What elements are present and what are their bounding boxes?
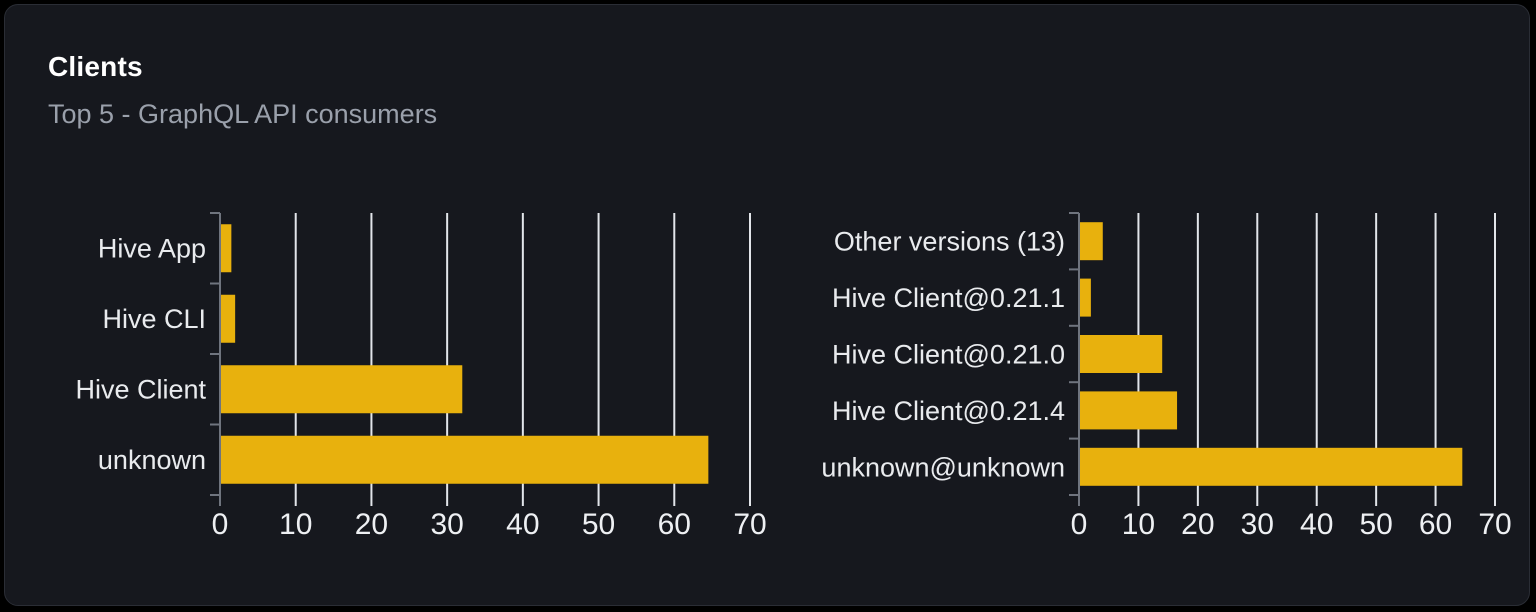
bar-hive-client-0-21-1 [1080,278,1091,317]
category-label-hive-cli: Hive CLI [102,304,206,334]
x-tick-label-30: 30 [1241,508,1274,541]
x-tick-label-60: 60 [1419,508,1452,541]
bar-hive-client [221,365,463,414]
x-tick-label-20: 20 [1181,508,1214,541]
bar-hive-client-0-21-4 [1080,391,1178,430]
clients-by-version-chart: Other versions (13) Hive Client@0.21.1 Hiv… [821,212,1512,541]
x-tick-label-50: 50 [1359,508,1392,541]
category-label-unknown-unknown: unknown@unknown [821,452,1065,482]
x-tick-label-10: 10 [1122,508,1155,541]
category-label-hive-client: Hive Client [75,375,206,405]
x-tick-label-0: 0 [212,508,229,541]
category-label-unknown: unknown [98,445,206,475]
category-label-hive-client-0-21-0: Hive Client@0.21.0 [832,339,1065,369]
clients-panel: Clients Top 5 - GraphQL API consumers Hi… [4,4,1530,606]
category-label-hive-client-0-21-1: Hive Client@0.21.1 [832,283,1065,313]
x-tick-label-30: 30 [430,508,463,541]
bar-hive-app [221,224,232,273]
bar-hive-client-0-21-0 [1080,335,1163,373]
category-label-hive-client-0-21-4: Hive Client@0.21.4 [832,396,1065,426]
x-tick-label-70: 70 [733,508,766,541]
bar-unknown [221,435,709,484]
x-tick-label-60: 60 [658,508,691,541]
x-tick-label-70: 70 [1478,508,1511,541]
panel-title: Clients [48,51,143,82]
x-tick-label-20: 20 [355,508,388,541]
x-tick-label-40: 40 [506,508,539,541]
x-tick-label-50: 50 [582,508,615,541]
category-label-other-versions-13: Other versions (13) [834,227,1065,257]
x-tick-label-10: 10 [279,508,312,541]
bar-unknown-unknown [1080,447,1463,486]
clients-by-name-chart: Hive App Hive CLI Hive Client unknown 0 10 20 3… [75,212,767,541]
bar-hive-cli [221,294,236,343]
panel-subtitle: Top 5 - GraphQL API consumers [48,99,438,129]
bar-other-versions-13 [1080,222,1103,261]
x-tick-label-0: 0 [1071,508,1088,541]
x-tick-label-40: 40 [1300,508,1333,541]
category-label-hive-app: Hive App [98,234,206,264]
